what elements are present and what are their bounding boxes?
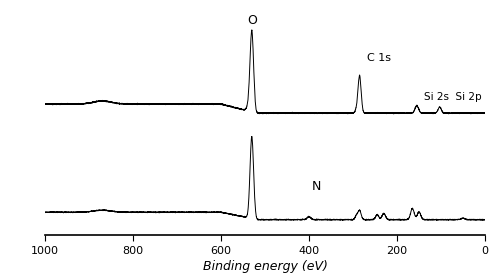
Text: N: N — [312, 180, 322, 193]
Text: Si 2s  Si 2p: Si 2s Si 2p — [424, 92, 482, 102]
X-axis label: Binding energy (eV): Binding energy (eV) — [202, 260, 328, 273]
Text: O: O — [247, 14, 256, 27]
Text: C 1s: C 1s — [367, 53, 391, 63]
